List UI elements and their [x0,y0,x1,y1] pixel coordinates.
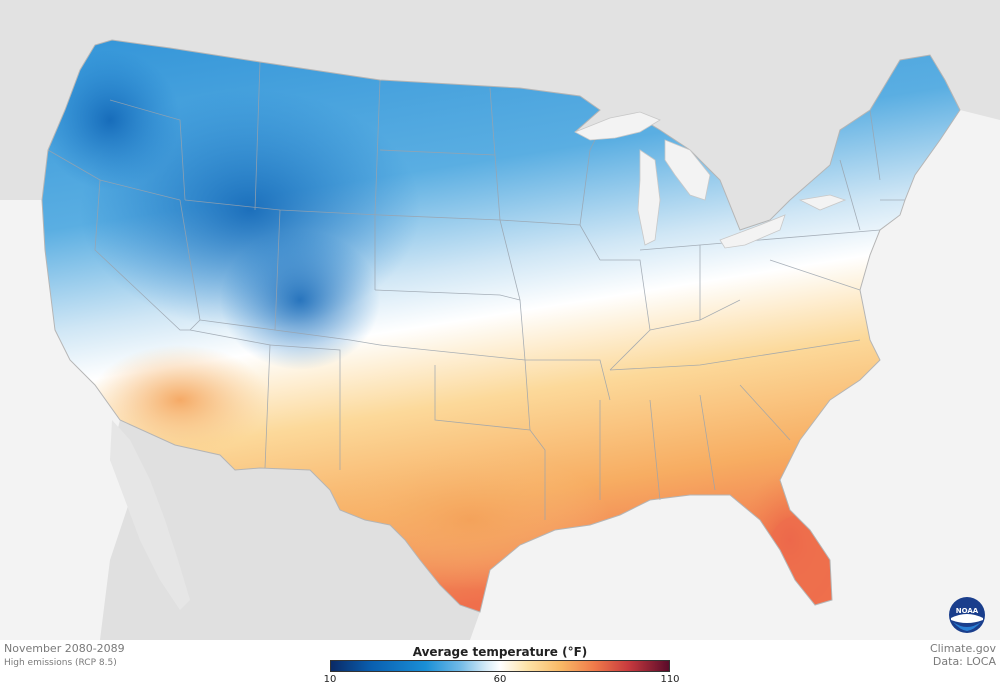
legend-tick-max: 110 [660,674,680,685]
map-area[interactable]: NOAA [0,0,1000,640]
map-caption: November 2080-2089 High emissions (RCP 8… [4,642,125,670]
canada-land [0,0,1000,230]
legend-tick-mid: 60 [493,674,507,685]
great-lakes [574,111,847,249]
us-temperature-map [0,0,1000,640]
temperature-legend: Average temperature (°F) 10 60 110 [324,644,680,686]
credits: Climate.gov Data: LOCA [930,642,996,668]
mexico-land [100,420,480,640]
legend-tick-min: 10 [323,674,337,685]
footer: November 2080-2089 High emissions (RCP 8… [0,640,1000,690]
legend-title: Average temperature (°F) [412,645,588,659]
period-label: November 2080-2089 [4,642,125,655]
credit-site[interactable]: Climate.gov [929,642,996,655]
scenario-label: High emissions (RCP 8.5) [4,658,117,668]
noaa-logo: NOAA [948,596,986,634]
legend-color-bar [330,660,670,672]
credit-data: Data: LOCA [932,655,996,668]
baja-land [110,420,190,610]
svg-text:NOAA: NOAA [956,607,979,615]
legend-ticks: 10 60 110 [324,672,680,686]
